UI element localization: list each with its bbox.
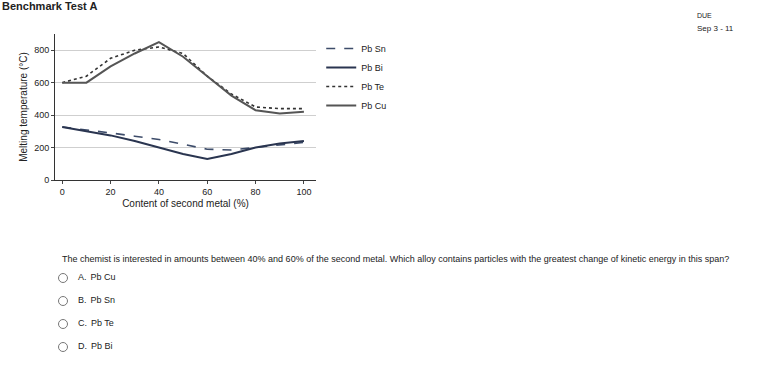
html-text:D.: D.	[78, 341, 87, 351]
html-text:The chemist is interested in a: The chemist is interested in amounts bet…	[62, 254, 730, 264]
svg-text:400: 400	[34, 110, 49, 120]
html-text:Pb Bi: Pb Bi	[91, 341, 113, 351]
svg-text:0: 0	[44, 175, 49, 185]
html-text:C.: C.	[78, 318, 87, 328]
svg-text:Pb Bi: Pb Bi	[361, 63, 383, 73]
html-text:Pb Te: Pb Te	[91, 318, 114, 328]
svg-text:Pb Te: Pb Te	[361, 82, 384, 92]
svg-text:200: 200	[34, 143, 49, 153]
svg-text:0: 0	[60, 187, 65, 197]
svg-text:800: 800	[34, 45, 49, 55]
svg-text:600: 600	[34, 78, 49, 88]
svg-text:Content of second metal (%): Content of second metal (%)	[122, 198, 249, 209]
svg-text:100: 100	[296, 187, 311, 197]
svg-text:60: 60	[202, 187, 212, 197]
svg-text:80: 80	[251, 187, 261, 197]
svg-text:Pb Sn: Pb Sn	[361, 44, 386, 54]
html-text:Sep 3 - 11: Sep 3 - 11	[697, 24, 734, 33]
html-text:DUE: DUE	[697, 12, 712, 19]
svg-text:Pb Cu: Pb Cu	[361, 101, 386, 111]
html-text:Benchmark Test A: Benchmark Test A	[2, 0, 98, 12]
html-text:B. Pb Sn: B. Pb Sn	[78, 295, 115, 305]
svg-text:Melting temperature (°C): Melting temperature (°C)	[18, 52, 29, 162]
svg-text:20: 20	[106, 187, 116, 197]
svg-text:40: 40	[154, 187, 164, 197]
html-text:A. Pb Cu: A. Pb Cu	[78, 272, 116, 282]
